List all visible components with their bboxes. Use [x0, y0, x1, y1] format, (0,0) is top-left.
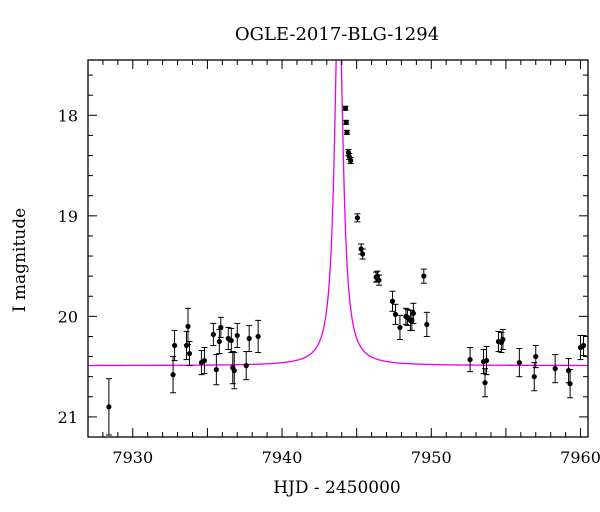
data-point — [217, 316, 224, 338]
data-point — [580, 334, 587, 357]
data-point — [342, 105, 349, 111]
data-marker — [171, 342, 178, 349]
data-point — [532, 345, 539, 369]
data-marker — [580, 342, 587, 349]
x-axis-label: HJD - 2450000 — [273, 478, 401, 498]
data-point — [171, 329, 178, 362]
data-point — [210, 322, 217, 347]
data-point — [255, 319, 262, 354]
data-point — [234, 322, 241, 349]
data-marker — [552, 366, 558, 372]
data-marker — [210, 331, 216, 338]
data-marker — [106, 404, 112, 410]
data-marker — [243, 363, 249, 369]
data-marker — [500, 336, 506, 343]
data-marker — [392, 311, 399, 317]
y-axis-label: I magnitude — [10, 208, 30, 312]
data-marker — [410, 310, 416, 316]
x-tick-label: 7940 — [262, 448, 303, 467]
data-point — [231, 352, 238, 390]
data-point — [343, 129, 350, 135]
data-point — [420, 268, 427, 284]
axes: 7930 7940 7950 7960 18 19 20 21 — [58, 59, 600, 467]
data-marker — [531, 374, 537, 380]
y-tick-label: 21 — [58, 408, 78, 427]
data-point — [354, 213, 361, 223]
data-marker — [231, 368, 237, 374]
chart-title: OGLE-2017-BLG-1294 — [235, 24, 439, 45]
data-point — [376, 274, 383, 286]
data-marker — [354, 215, 361, 221]
data-marker — [342, 105, 349, 111]
data-marker — [424, 321, 430, 328]
data-marker — [482, 380, 488, 386]
data-point — [482, 368, 489, 398]
x-tick-label: 7960 — [560, 448, 600, 467]
data-point — [410, 302, 417, 324]
data-marker — [246, 335, 252, 342]
data-point — [404, 308, 411, 326]
data-marker — [397, 324, 403, 331]
model-curve — [88, 60, 588, 367]
data-point — [392, 303, 399, 325]
data-point — [499, 328, 506, 351]
data-marker — [255, 333, 261, 340]
data-point — [213, 354, 220, 386]
data-marker — [216, 338, 222, 345]
data-marker — [533, 353, 539, 360]
x-tick-label: 7930 — [112, 448, 153, 467]
data-point — [516, 348, 523, 378]
data-point — [495, 330, 502, 353]
data-marker — [389, 298, 396, 304]
data-marker — [186, 350, 193, 357]
y-tick-label: 19 — [58, 207, 78, 226]
data-point — [243, 351, 250, 381]
data-point — [423, 311, 430, 337]
data-marker — [170, 372, 176, 378]
plot-area — [88, 60, 588, 436]
data-marker — [567, 381, 573, 387]
data-point — [228, 327, 235, 354]
data-point — [186, 340, 193, 367]
data-marker — [467, 356, 473, 363]
data-point — [396, 314, 403, 340]
data-point — [246, 324, 253, 353]
data-marker — [228, 337, 234, 344]
data-marker — [234, 332, 240, 339]
data-marker — [185, 323, 191, 330]
y-tick-label: 18 — [58, 106, 78, 125]
data-marker — [213, 367, 219, 373]
data-marker — [483, 357, 490, 364]
data-marker — [344, 129, 350, 135]
data-point — [567, 369, 574, 399]
y-tick-label: 20 — [58, 307, 78, 326]
data-point — [347, 157, 354, 165]
data-marker — [218, 324, 224, 331]
data-point — [229, 351, 236, 385]
data-point — [201, 347, 208, 375]
data-point — [483, 346, 490, 376]
data-marker — [201, 357, 208, 364]
data-point — [185, 307, 191, 346]
data-marker — [343, 119, 349, 125]
data-marker — [421, 273, 427, 279]
data-point — [467, 347, 474, 373]
data-point — [389, 290, 396, 312]
data-point — [216, 328, 223, 355]
plot-frame — [87, 59, 589, 438]
data-marker — [360, 251, 366, 257]
data-point — [170, 356, 177, 394]
x-tick-label: 7950 — [411, 448, 452, 467]
data-marker — [516, 360, 522, 366]
data-point — [359, 248, 366, 260]
data-point — [343, 119, 350, 125]
data-point — [565, 358, 572, 384]
data-point — [552, 354, 559, 384]
data-point — [531, 362, 538, 392]
data-point — [105, 378, 112, 436]
data-marker — [376, 277, 382, 283]
data-marker — [348, 157, 354, 164]
